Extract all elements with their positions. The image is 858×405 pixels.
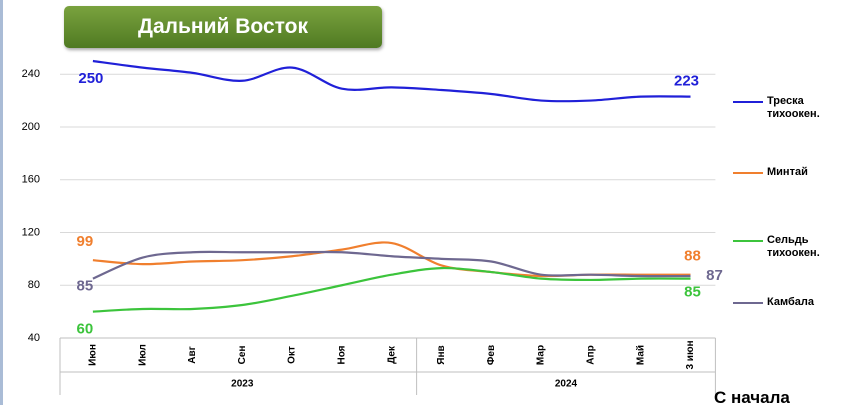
legend-swatch [733, 101, 763, 103]
data-label: 85 [77, 278, 94, 295]
series-line [92, 266, 691, 313]
y-tick-label: 120 [22, 226, 40, 238]
group-label: 2024 [555, 379, 578, 390]
legend-swatch [733, 240, 763, 242]
legend-item: Минтай [733, 166, 858, 179]
legend-label: Треска тихоокен. [767, 95, 820, 120]
data-label: 223 [674, 73, 699, 90]
group-label: 2023 [231, 379, 254, 390]
x-tick-label: 3 июн [685, 340, 696, 369]
legend-label: Сельдь тихоокен. [767, 234, 820, 259]
x-tick-label: Фев [486, 345, 497, 365]
legend-item: Сельдь тихоокен. [733, 234, 858, 260]
y-tick-label: 160 [22, 174, 40, 186]
x-tick-label: Сен [237, 346, 248, 365]
series-line [92, 250, 691, 280]
data-label: 88 [684, 248, 701, 265]
y-tick-label: 40 [28, 332, 40, 344]
x-tick-label: Ноя [337, 345, 348, 364]
series-line [92, 241, 691, 278]
x-tick-label: Дек [386, 345, 397, 364]
chart-title: Дальний Восток [64, 6, 382, 48]
legend-label: Минтай [767, 166, 808, 178]
data-label: 250 [78, 70, 103, 87]
y-tick-label: 200 [22, 121, 40, 133]
left-edge [0, 0, 3, 405]
x-tick-label: Июн [88, 344, 99, 366]
footer-note: С начала [714, 388, 790, 405]
x-tick-label: Апр [586, 345, 597, 364]
data-label: 85 [684, 284, 701, 301]
x-tick-label: Янв [436, 345, 447, 364]
legend-item: Треска тихоокен. [733, 95, 858, 121]
legend-swatch [733, 172, 763, 174]
legend-item: Камбала [733, 296, 858, 309]
x-tick-label: Июл [137, 344, 148, 366]
series-line [92, 59, 691, 103]
x-tick-label: Окт [287, 346, 298, 364]
x-tick-label: Май [635, 345, 646, 365]
x-tick-label: Авг [187, 346, 198, 364]
data-label: 99 [77, 233, 94, 250]
y-tick-label: 80 [28, 279, 40, 291]
data-label: 87 [706, 267, 723, 284]
legend-swatch [733, 302, 763, 304]
x-tick-label: Мар [536, 345, 547, 365]
y-tick-label: 240 [22, 68, 40, 80]
legend-label: Камбала [767, 296, 814, 308]
data-label: 60 [77, 321, 94, 338]
